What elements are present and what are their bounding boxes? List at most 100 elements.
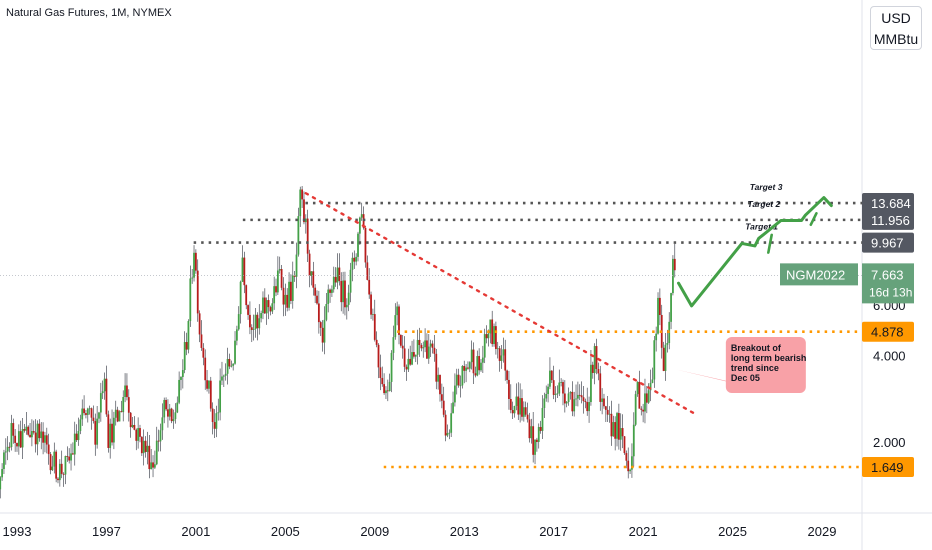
candle-body: [608, 413, 611, 415]
candle-body: [563, 393, 566, 404]
candle-body: [90, 408, 93, 418]
candle-body: [178, 379, 181, 403]
currency-unit-bottom: MMBtu: [873, 31, 919, 47]
candle-body: [463, 366, 466, 371]
candle-body: [327, 289, 330, 305]
candle-body: [262, 297, 264, 314]
candle-body: [286, 294, 289, 308]
candle-body: [474, 373, 477, 376]
projection-tick: [809, 212, 818, 227]
candle-body: [373, 314, 376, 340]
currency-button[interactable]: USD MMBtu: [870, 6, 922, 50]
candle-body: [14, 435, 17, 443]
candle-body: [310, 271, 313, 276]
candle-body: [276, 270, 279, 293]
candle-body: [16, 442, 18, 447]
candle-body: [504, 349, 507, 371]
candle-body: [204, 357, 207, 381]
x-axis[interactable]: 1993 1997 2001 2005 2009 2013 2017 2021 2025 2029: [3, 524, 837, 539]
candle-body: [314, 287, 317, 296]
candle-body: [252, 328, 255, 330]
candle-body: [636, 381, 639, 395]
candle-body: [168, 408, 171, 417]
candle-body: [673, 258, 676, 271]
candle-body: [23, 429, 26, 431]
x-tick-label: 2001: [181, 524, 210, 539]
candle-body: [306, 218, 309, 254]
candle-body: [353, 257, 356, 262]
candle-body: [49, 454, 52, 471]
price-label: 13.684: [871, 196, 911, 211]
candle-body: [181, 370, 184, 377]
candle-body: [344, 280, 346, 308]
trendline: [304, 192, 699, 417]
candle-body: [79, 419, 82, 431]
candle-body: [81, 408, 84, 420]
x-tick-label: 2017: [539, 524, 568, 539]
candle-body: [152, 462, 154, 468]
candle-body: [586, 402, 589, 412]
candle-body: [290, 281, 292, 301]
candle-body: [599, 373, 602, 402]
candle-body: [424, 340, 426, 348]
candle-body: [558, 382, 561, 394]
candle-body: [522, 407, 525, 417]
candle-body: [25, 426, 28, 431]
countdown-label: 16d 13h: [869, 285, 912, 299]
candle-body: [3, 452, 5, 470]
candle-body: [135, 429, 138, 441]
candle-body: [329, 289, 331, 293]
candle-body: [200, 334, 203, 348]
candle-body: [232, 363, 235, 366]
candle-body: [379, 367, 382, 378]
target-label: Target 1: [745, 222, 778, 232]
candle-body: [547, 386, 549, 394]
candle-body: [524, 407, 527, 415]
candle-body: [398, 306, 400, 335]
candle-body: [336, 267, 339, 283]
candle-body: [68, 456, 71, 461]
candle-body: [573, 399, 576, 412]
candle-body: [88, 408, 91, 410]
candle-body: [157, 440, 160, 442]
candle-body: [198, 313, 201, 335]
candle-body: [323, 319, 326, 343]
candle-body: [552, 380, 555, 395]
candle-body: [426, 340, 428, 359]
candle-body: [478, 356, 481, 371]
price-label: 9.967: [871, 236, 904, 251]
candle-body: [532, 426, 535, 455]
x-tick-label: 2009: [360, 524, 389, 539]
candle-body: [140, 436, 143, 454]
candle-body: [109, 423, 112, 448]
price-label: 1.649: [871, 460, 904, 475]
candle-body: [405, 366, 408, 370]
candle-body: [560, 382, 563, 383]
candle-body: [55, 451, 58, 479]
candle-body: [215, 413, 218, 429]
x-tick-label: 2013: [450, 524, 479, 539]
candle-body: [357, 233, 359, 257]
candle-body: [303, 199, 305, 223]
candle-body: [299, 189, 302, 217]
candle-body: [165, 399, 167, 410]
candle-body: [543, 398, 546, 408]
candle-body: [40, 431, 43, 439]
candle-body: [155, 440, 158, 465]
candle-body: [58, 463, 61, 481]
candle-body: [321, 327, 324, 343]
candle-body: [381, 377, 384, 385]
candle-body: [433, 347, 436, 354]
candle-body: [481, 357, 484, 363]
candle-body: [658, 297, 661, 315]
candle-body: [528, 419, 531, 439]
candle-body: [53, 451, 56, 467]
candle-body: [368, 279, 371, 295]
candle-body: [194, 252, 197, 271]
candle-body: [491, 319, 494, 345]
candle-body: [230, 365, 233, 367]
candle-body: [627, 460, 630, 472]
candle-body: [291, 275, 294, 301]
